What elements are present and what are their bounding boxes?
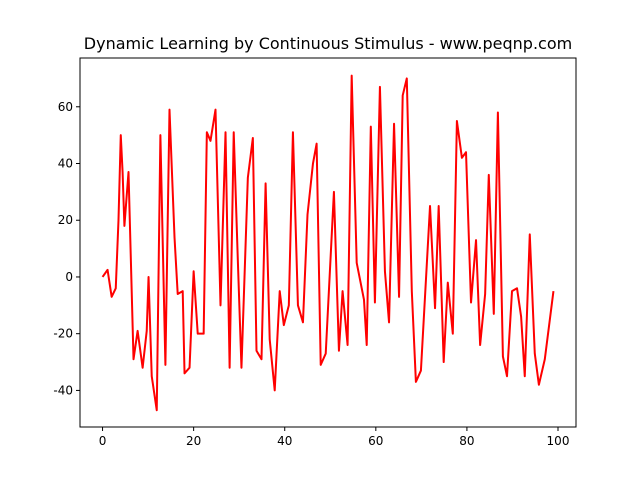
- x-tick-label: 20: [186, 434, 201, 448]
- x-tick-label: 40: [277, 434, 292, 448]
- y-tick-label: -40: [53, 383, 73, 397]
- data-line: [101, 74, 555, 412]
- y-tick-label: 40: [58, 157, 73, 171]
- y-tick-label: -20: [53, 327, 73, 341]
- y-tick-label: 0: [65, 270, 73, 284]
- y-tick-label: 20: [58, 213, 73, 227]
- x-tick-label: 0: [99, 434, 107, 448]
- x-tick-label: 100: [547, 434, 570, 448]
- y-tick-label: 60: [58, 100, 73, 114]
- chart-title: Dynamic Learning by Continuous Stimulus …: [84, 34, 572, 53]
- x-tick-label: 60: [368, 434, 383, 448]
- plot-frame: [79, 57, 577, 428]
- x-tick-label: 80: [459, 434, 474, 448]
